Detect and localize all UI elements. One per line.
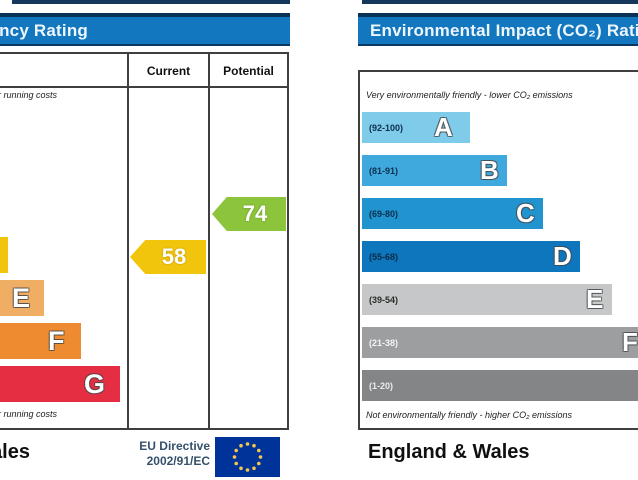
band-letter-f: F	[48, 326, 65, 356]
band-range-e: (39-54)	[369, 294, 399, 305]
band-e: (39-54)	[362, 284, 612, 315]
band-d	[0, 237, 8, 273]
band-a: (92-100)	[362, 112, 470, 143]
band-f: (21-38)	[362, 327, 638, 358]
box-border-left	[358, 70, 360, 430]
band-e	[0, 280, 44, 316]
band-range-f: (21-38)	[369, 337, 399, 348]
band-letter-c: C	[516, 198, 535, 228]
eu-directive-label: EU Directive 2002/91/EC	[139, 439, 210, 469]
eu-directive-line1: EU Directive	[139, 439, 210, 453]
environmental-impact-chart: Environmental Impact (CO₂) Rating Very e…	[358, 0, 638, 480]
band-letter-e: E	[12, 283, 31, 313]
band-letter-a: A	[434, 112, 453, 142]
chart-title: Energy Efficiency Rating	[0, 21, 88, 40]
top-note: Very environmentally friendly - lower CO…	[366, 90, 573, 100]
bottom-note: Not energy efficient - higher running co…	[0, 409, 57, 419]
band-f	[0, 323, 81, 359]
band-b: (81-91)	[362, 155, 507, 186]
band-range-a: (92-100)	[369, 122, 404, 133]
band-range-g: (1-20)	[369, 380, 394, 391]
band-letter-b: B	[480, 155, 499, 185]
band-range-c: (69-80)	[369, 208, 399, 219]
top-edge-fragment	[12, 0, 290, 4]
chart-title: Environmental Impact (CO₂) Rating	[370, 21, 638, 40]
box-border-top	[358, 70, 638, 72]
region-label: England & Wales	[0, 441, 30, 463]
current-rating-value: 58	[161, 244, 187, 269]
band-range-d: (55-68)	[369, 251, 399, 262]
chart-header: Environmental Impact (CO₂) Rating	[358, 13, 638, 46]
top-note: Very energy efficient - lower running co…	[0, 90, 57, 100]
band-letter-e: E	[586, 284, 604, 314]
eu-directive-line2: 2002/91/EC	[146, 454, 210, 468]
region-label: England & Wales	[368, 441, 530, 463]
table-border-headerrow	[0, 86, 289, 88]
table-border-top	[0, 52, 289, 54]
potential-rating-arrow: 74	[212, 197, 286, 231]
box-border-bottom	[358, 428, 638, 430]
current-rating-arrow: 58	[130, 240, 206, 274]
band-d: (55-68)	[362, 241, 580, 272]
eu-flag-icon	[215, 437, 280, 477]
band-g	[0, 366, 120, 402]
column-border-current-left	[127, 52, 129, 430]
potential-column-header: Potential	[223, 64, 274, 78]
table-border-right	[287, 52, 289, 430]
potential-rating-value: 74	[242, 201, 268, 226]
bottom-note: Not environmentally friendly - higher CO…	[366, 410, 573, 420]
chart-header: Energy Efficiency Rating	[0, 13, 290, 46]
band-range-b: (81-91)	[369, 165, 399, 176]
table-border-bottom	[0, 428, 289, 430]
current-column-header: Current	[146, 64, 191, 78]
band-g: (1-20)	[362, 370, 638, 401]
band-letter-d: D	[553, 241, 572, 271]
top-edge-fragment	[362, 0, 638, 4]
band-c: (69-80)	[362, 198, 543, 229]
energy-efficiency-chart: Energy Efficiency Rating Current Potenti…	[0, 0, 290, 480]
column-border-potential-left	[208, 52, 210, 430]
band-letter-g: G	[84, 369, 106, 399]
band-letter-f: F	[622, 327, 638, 357]
